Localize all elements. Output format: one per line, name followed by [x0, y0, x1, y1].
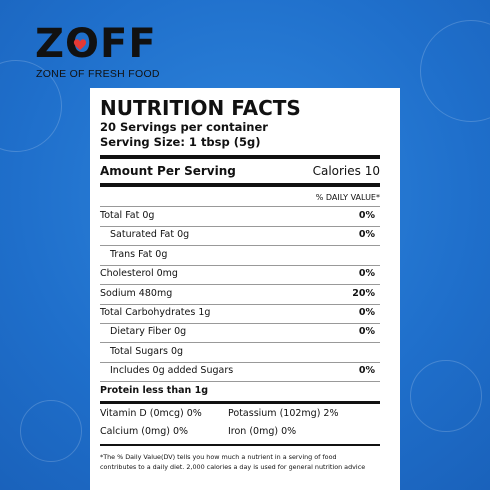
serving-size: Serving Size: 1 tbsp (5g): [100, 135, 261, 149]
divider: [100, 264, 380, 266]
servings: 20 Servings per container: [100, 120, 268, 134]
nutrient-label: Includes 0g added Sugars: [110, 365, 234, 377]
amount-heading: Amount Per Serving: [100, 164, 236, 178]
daily-value: 0%: [358, 210, 375, 221]
brand-tagline: ZONE OF FRESH FOOD: [36, 68, 160, 80]
divider: [100, 361, 380, 363]
nutrient-label: Dietary Fiber 0g: [110, 326, 187, 338]
decoration: [420, 20, 490, 122]
brand-logo: ZOFF: [35, 21, 157, 67]
vitamin: Calcium (0mg) 0%: [100, 426, 189, 437]
divider: [100, 303, 380, 305]
divider: [100, 155, 380, 159]
divider: [100, 381, 380, 383]
nutrient-label: Total Carbohydrates 1g: [100, 307, 211, 318]
nutrient-label: Trans Fat 0g: [110, 248, 168, 260]
decoration: [410, 360, 482, 432]
dv-heading: % DAILY VALUE*: [315, 193, 380, 202]
divider: [100, 206, 380, 207]
vitamin: Iron (0mg) 0%: [228, 426, 297, 437]
nutrient-label: Total Sugars 0g: [110, 345, 184, 357]
daily-value: 20%: [352, 287, 375, 299]
daily-value: 0%: [358, 268, 375, 280]
daily-value: 0%: [358, 229, 375, 241]
nutrient-label: Cholesterol 0mg: [100, 268, 178, 280]
divider: [100, 183, 380, 187]
divider: [100, 401, 380, 404]
divider: [100, 323, 380, 324]
daily-value: 0%: [358, 326, 375, 338]
nutrient-label: Protein less than 1g: [100, 384, 208, 396]
nutrition-panel: NUTRITION FACTS 20 Servings per container…: [90, 88, 400, 490]
divider: [100, 342, 380, 344]
nutrient-label: Sodium 480mg: [100, 287, 173, 299]
divider: [100, 284, 380, 286]
divider: [100, 444, 380, 446]
daily-value: 0%: [358, 365, 375, 377]
nutrient-label: Saturated Fat 0g: [110, 229, 190, 241]
vitamin: Potassium (102mg) 2%: [228, 408, 339, 419]
daily-value: 0%: [358, 307, 375, 318]
footnote: contributes to a daily diet. 2,000 calor…: [100, 463, 366, 471]
nutrient-label: Total Fat 0g: [100, 210, 155, 221]
divider: [100, 245, 380, 247]
decoration: [20, 400, 82, 462]
divider: [100, 226, 380, 227]
heart-icon: [73, 39, 87, 50]
footnote: *The % Daily Value(DV) tells you how muc…: [100, 453, 337, 461]
calories: Calories 10: [312, 164, 380, 178]
vitamin: Vitamin D (0mcg) 0%: [100, 408, 202, 419]
title: NUTRITION FACTS: [100, 96, 301, 120]
